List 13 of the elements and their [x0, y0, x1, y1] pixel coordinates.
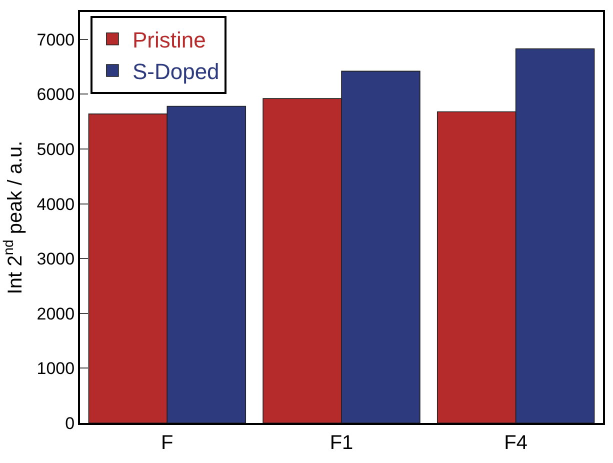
- x-tick-label: F1: [330, 432, 354, 454]
- y-tick-label: 1000: [36, 359, 75, 378]
- legend-label: S-Doped: [132, 59, 220, 84]
- y-tick-label: 7000: [36, 30, 75, 50]
- x-tick-label: F: [161, 432, 174, 454]
- legend-label: Pristine: [132, 27, 206, 52]
- y-tick-label: 5000: [36, 140, 75, 159]
- y-tick-label: 2000: [36, 304, 75, 324]
- y-tick-label: 0: [65, 414, 75, 433]
- y-tick-label: 4000: [36, 194, 75, 214]
- y-tick-label: 6000: [36, 85, 75, 104]
- y-tick-label: 3000: [36, 250, 75, 269]
- x-tick-label: F4: [504, 432, 528, 454]
